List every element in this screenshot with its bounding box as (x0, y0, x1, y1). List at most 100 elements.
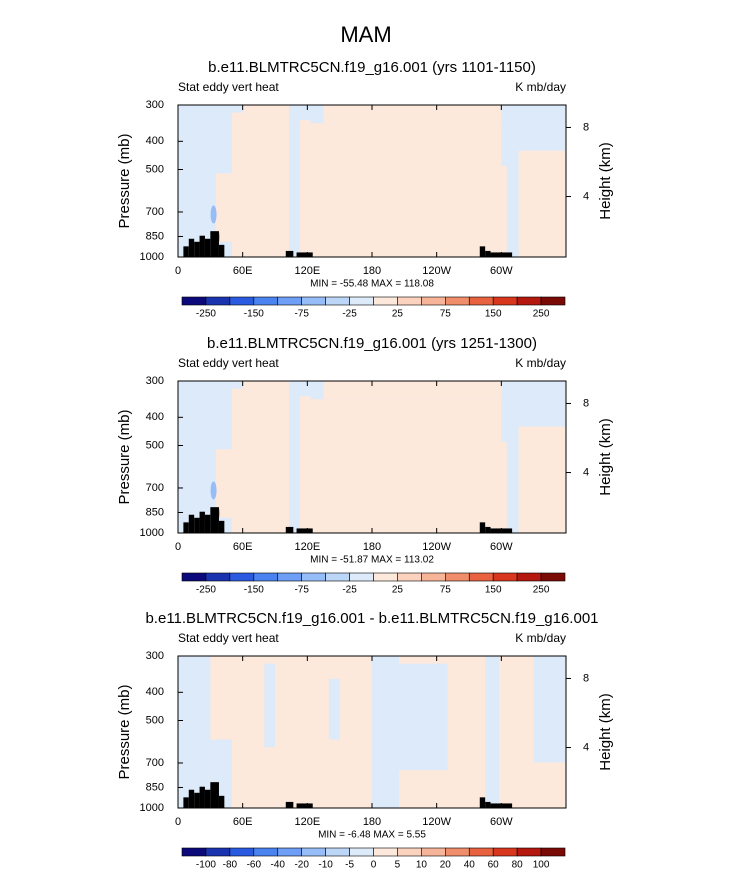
contour-region (323, 105, 502, 124)
x-tick-label: 0 (175, 265, 181, 277)
y-tick-label: 850 (146, 781, 164, 793)
topography (204, 238, 211, 257)
x-tick-label: 180 (363, 816, 381, 828)
y-tick-label: 400 (146, 135, 164, 147)
contour-region (310, 123, 502, 258)
colorbar-label: -25 (342, 309, 357, 320)
topography (188, 514, 195, 533)
topography (194, 792, 200, 808)
colorbar-label: 75 (440, 309, 452, 320)
y-tick-label: 300 (146, 99, 164, 111)
topography (485, 250, 491, 257)
y2-axis-label: Height (km) (597, 142, 614, 220)
y-tick-label: 300 (146, 375, 164, 387)
colorbar-box (373, 296, 398, 306)
right-subtitle: K mb/day (515, 631, 566, 645)
y-tick-label: 1000 (140, 802, 164, 814)
y-tick-label: 1000 (140, 527, 164, 539)
colorbar-box (373, 572, 398, 582)
colorbar-label: 150 (485, 585, 502, 596)
colorbar-box (421, 296, 446, 306)
x-tick-label: 0 (175, 541, 181, 553)
colorbar-box (253, 296, 279, 306)
panel-title: b.e11.BLMTRC5CN.f19_g16.001 (yrs 1251-13… (207, 335, 537, 352)
panel: b.e11.BLMTRC5CN.f19_g16.001 (yrs 1251-13… (116, 335, 614, 596)
topography (183, 522, 189, 533)
colorbar-label: -5 (345, 860, 354, 871)
colorbar-box (205, 847, 231, 857)
topography (218, 795, 225, 808)
contour-region (518, 426, 566, 533)
topography (183, 797, 189, 808)
x-tick-label: 60E (233, 541, 253, 553)
colorbar-label: -60 (247, 860, 262, 871)
topography (188, 238, 195, 257)
y2-tick-label: 8 (583, 121, 589, 133)
x-tick-label: 120E (294, 265, 320, 277)
colorbar-box (468, 296, 494, 306)
topography (199, 235, 205, 257)
colorbar-box (540, 847, 566, 857)
colorbar-label: -80 (223, 860, 238, 871)
contour-region (215, 449, 232, 518)
left-subtitle: Stat eddy vert heat (178, 356, 279, 370)
topography (479, 246, 486, 257)
topography (285, 801, 294, 808)
y-tick-label: 500 (146, 714, 164, 726)
topography (188, 789, 195, 808)
right-subtitle: K mb/day (515, 356, 566, 370)
x-tick-label: 120W (422, 541, 451, 553)
left-subtitle: Stat eddy vert heat (178, 80, 279, 94)
topography (210, 507, 219, 533)
colorbar-label: 100 (533, 860, 550, 871)
y2-tick-label: 4 (583, 466, 589, 478)
topography (479, 522, 486, 533)
panel: b.e11.BLMTRC5CN.f19_g16.001 (yrs 1101-11… (116, 59, 614, 320)
colorbar-box (205, 296, 231, 306)
colorbar-box (325, 572, 350, 582)
x-tick-label: 0 (175, 816, 181, 828)
colorbar-box (253, 847, 279, 857)
topography (296, 528, 313, 533)
contour-region (264, 663, 275, 748)
x-tick-label: 120W (422, 816, 451, 828)
y-tick-label: 700 (146, 757, 164, 769)
topography (285, 526, 294, 533)
topography (218, 520, 225, 533)
topography (210, 231, 219, 257)
colorbar-box (181, 572, 207, 582)
colorbar-box (229, 572, 255, 582)
colorbar-box (349, 572, 374, 582)
y2-tick-label: 4 (583, 741, 589, 753)
x-tick-label: 180 (363, 541, 381, 553)
contour-region (398, 663, 448, 770)
colorbar-box (349, 847, 374, 857)
contour-region (299, 396, 311, 533)
colorbar-box (277, 572, 302, 582)
y-tick-label: 500 (146, 163, 164, 175)
colorbar-label: -10 (318, 860, 333, 871)
topography (218, 244, 225, 257)
contour-region (501, 165, 507, 257)
min-max: MIN = -55.48 MAX = 118.08 (310, 279, 434, 290)
colorbar-label: -20 (294, 860, 309, 871)
contour-region (215, 173, 232, 242)
y-axis-label: Pressure (mb) (116, 684, 133, 779)
panel: b.e11.BLMTRC5CN.f19_g16.001 - b.e11.BLMT… (116, 610, 614, 871)
colorbar-label: 40 (464, 860, 476, 871)
y-tick-label: 850 (146, 506, 164, 518)
right-subtitle: K mb/day (515, 80, 566, 94)
colorbar-label: 80 (512, 860, 524, 871)
contour-region (518, 150, 566, 257)
colorbar-box (397, 847, 422, 857)
y2-tick-label: 4 (583, 190, 589, 202)
colorbar-box (540, 296, 566, 306)
colorbar-box (468, 847, 494, 857)
colorbar-box (277, 847, 302, 857)
colorbar-box (397, 296, 422, 306)
topography (210, 782, 219, 808)
contour-region (242, 105, 290, 257)
colorbar-box (468, 572, 494, 582)
colorbar-label: 25 (392, 585, 404, 596)
topography (194, 241, 200, 257)
